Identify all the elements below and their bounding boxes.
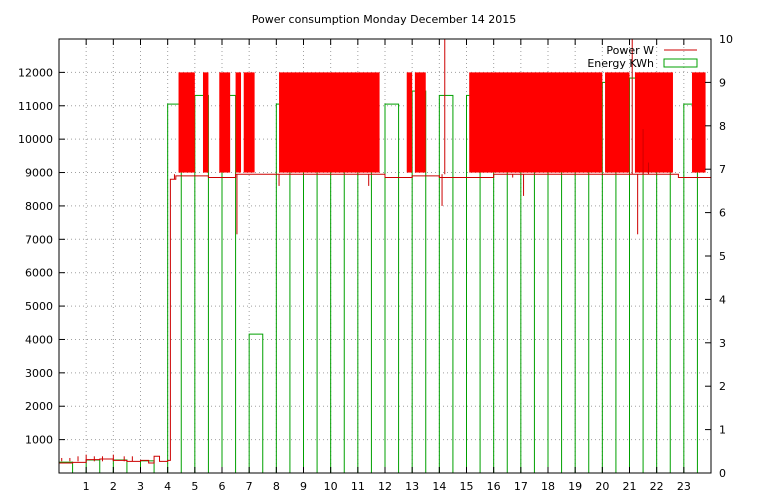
x-tick-label: 7 [246,480,253,493]
y2-tick-label: 1 [719,424,726,437]
power-high-block [634,72,673,173]
x-tick-label: 20 [595,480,609,493]
power-high-block [178,72,195,173]
y2-tick-label: 4 [719,293,726,306]
power-high-block [243,72,255,173]
y-tick-label: 2000 [25,400,53,413]
power-high-block [605,72,630,173]
x-tick-label: 1 [83,480,90,493]
y-tick-label: 6000 [25,267,53,280]
x-tick-label: 6 [219,480,226,493]
legend-energy-swatch [663,58,698,68]
power-series [59,39,712,464]
y-tick-label: 12000 [18,66,53,79]
axes: 1000 2000 3000 4000 5000 6000 7000 8000 9000 1000… [18,33,733,493]
y2-tick-label: 7 [719,163,726,176]
x-tick-label: 5 [191,480,198,493]
energy-bar [248,333,264,474]
y2-tick-label: 2 [719,380,726,393]
energy-bar [438,94,454,474]
x-tick-label: 11 [351,480,365,493]
y-tick-label: 3000 [25,367,53,380]
y-tick-label: 10000 [18,133,53,146]
x-tick-label: 19 [568,480,582,493]
x-tick-label: 18 [541,480,555,493]
power-high-block [469,72,603,173]
y2-tick-label: 5 [719,250,726,263]
y-tick-label: 7000 [25,233,53,246]
x-tick-label: 13 [405,480,419,493]
x-tick-label: 16 [487,480,501,493]
energy-bar [112,459,128,474]
y-tick-label: 1000 [25,434,53,447]
power-high-block [414,72,426,173]
x-tick-label: 4 [164,480,171,493]
power-high-block [219,72,231,173]
legend-power-label: Power W [606,44,654,57]
x-tick-label: 2 [110,480,117,493]
y2-tick-label: 6 [719,207,726,220]
x-tick-label: 23 [677,480,691,493]
power-high-block [691,72,706,173]
power-high-block [235,72,242,173]
y-tick-label: 8000 [25,200,53,213]
power-high-block [279,72,380,173]
power-high-block [202,72,209,173]
legend-energy-label: Energy KWh [587,57,654,70]
y-tick-label: 5000 [25,300,53,313]
y2-tick-label: 10 [719,33,733,46]
x-tick-label: 12 [378,480,392,493]
x-tick-label: 22 [650,480,664,493]
y2-tick-label: 8 [719,120,726,133]
y2-tick-label: 3 [719,337,726,350]
energy-bar [58,461,74,474]
y-tick-label: 9000 [25,167,53,180]
chart-title: Power consumption Monday December 14 201… [252,13,516,26]
x-tick-label: 8 [273,480,280,493]
y2-tick-label: 9 [719,76,726,89]
x-tick-label: 3 [137,480,144,493]
x-tick-label: 15 [460,480,474,493]
energy-bar [85,459,101,474]
y-tick-label: 11000 [18,100,53,113]
x-tick-label: 9 [300,480,307,493]
legend: Power W Energy KWh [587,44,698,70]
x-tick-label: 14 [432,480,446,493]
x-tick-label: 17 [514,480,528,493]
energy-bar [384,103,400,474]
x-tick-label: 10 [324,480,338,493]
x-tick-label: 21 [623,480,637,493]
y2-tick-label: 0 [719,467,726,480]
power-high-block [406,72,413,173]
y-tick-label: 4000 [25,333,53,346]
